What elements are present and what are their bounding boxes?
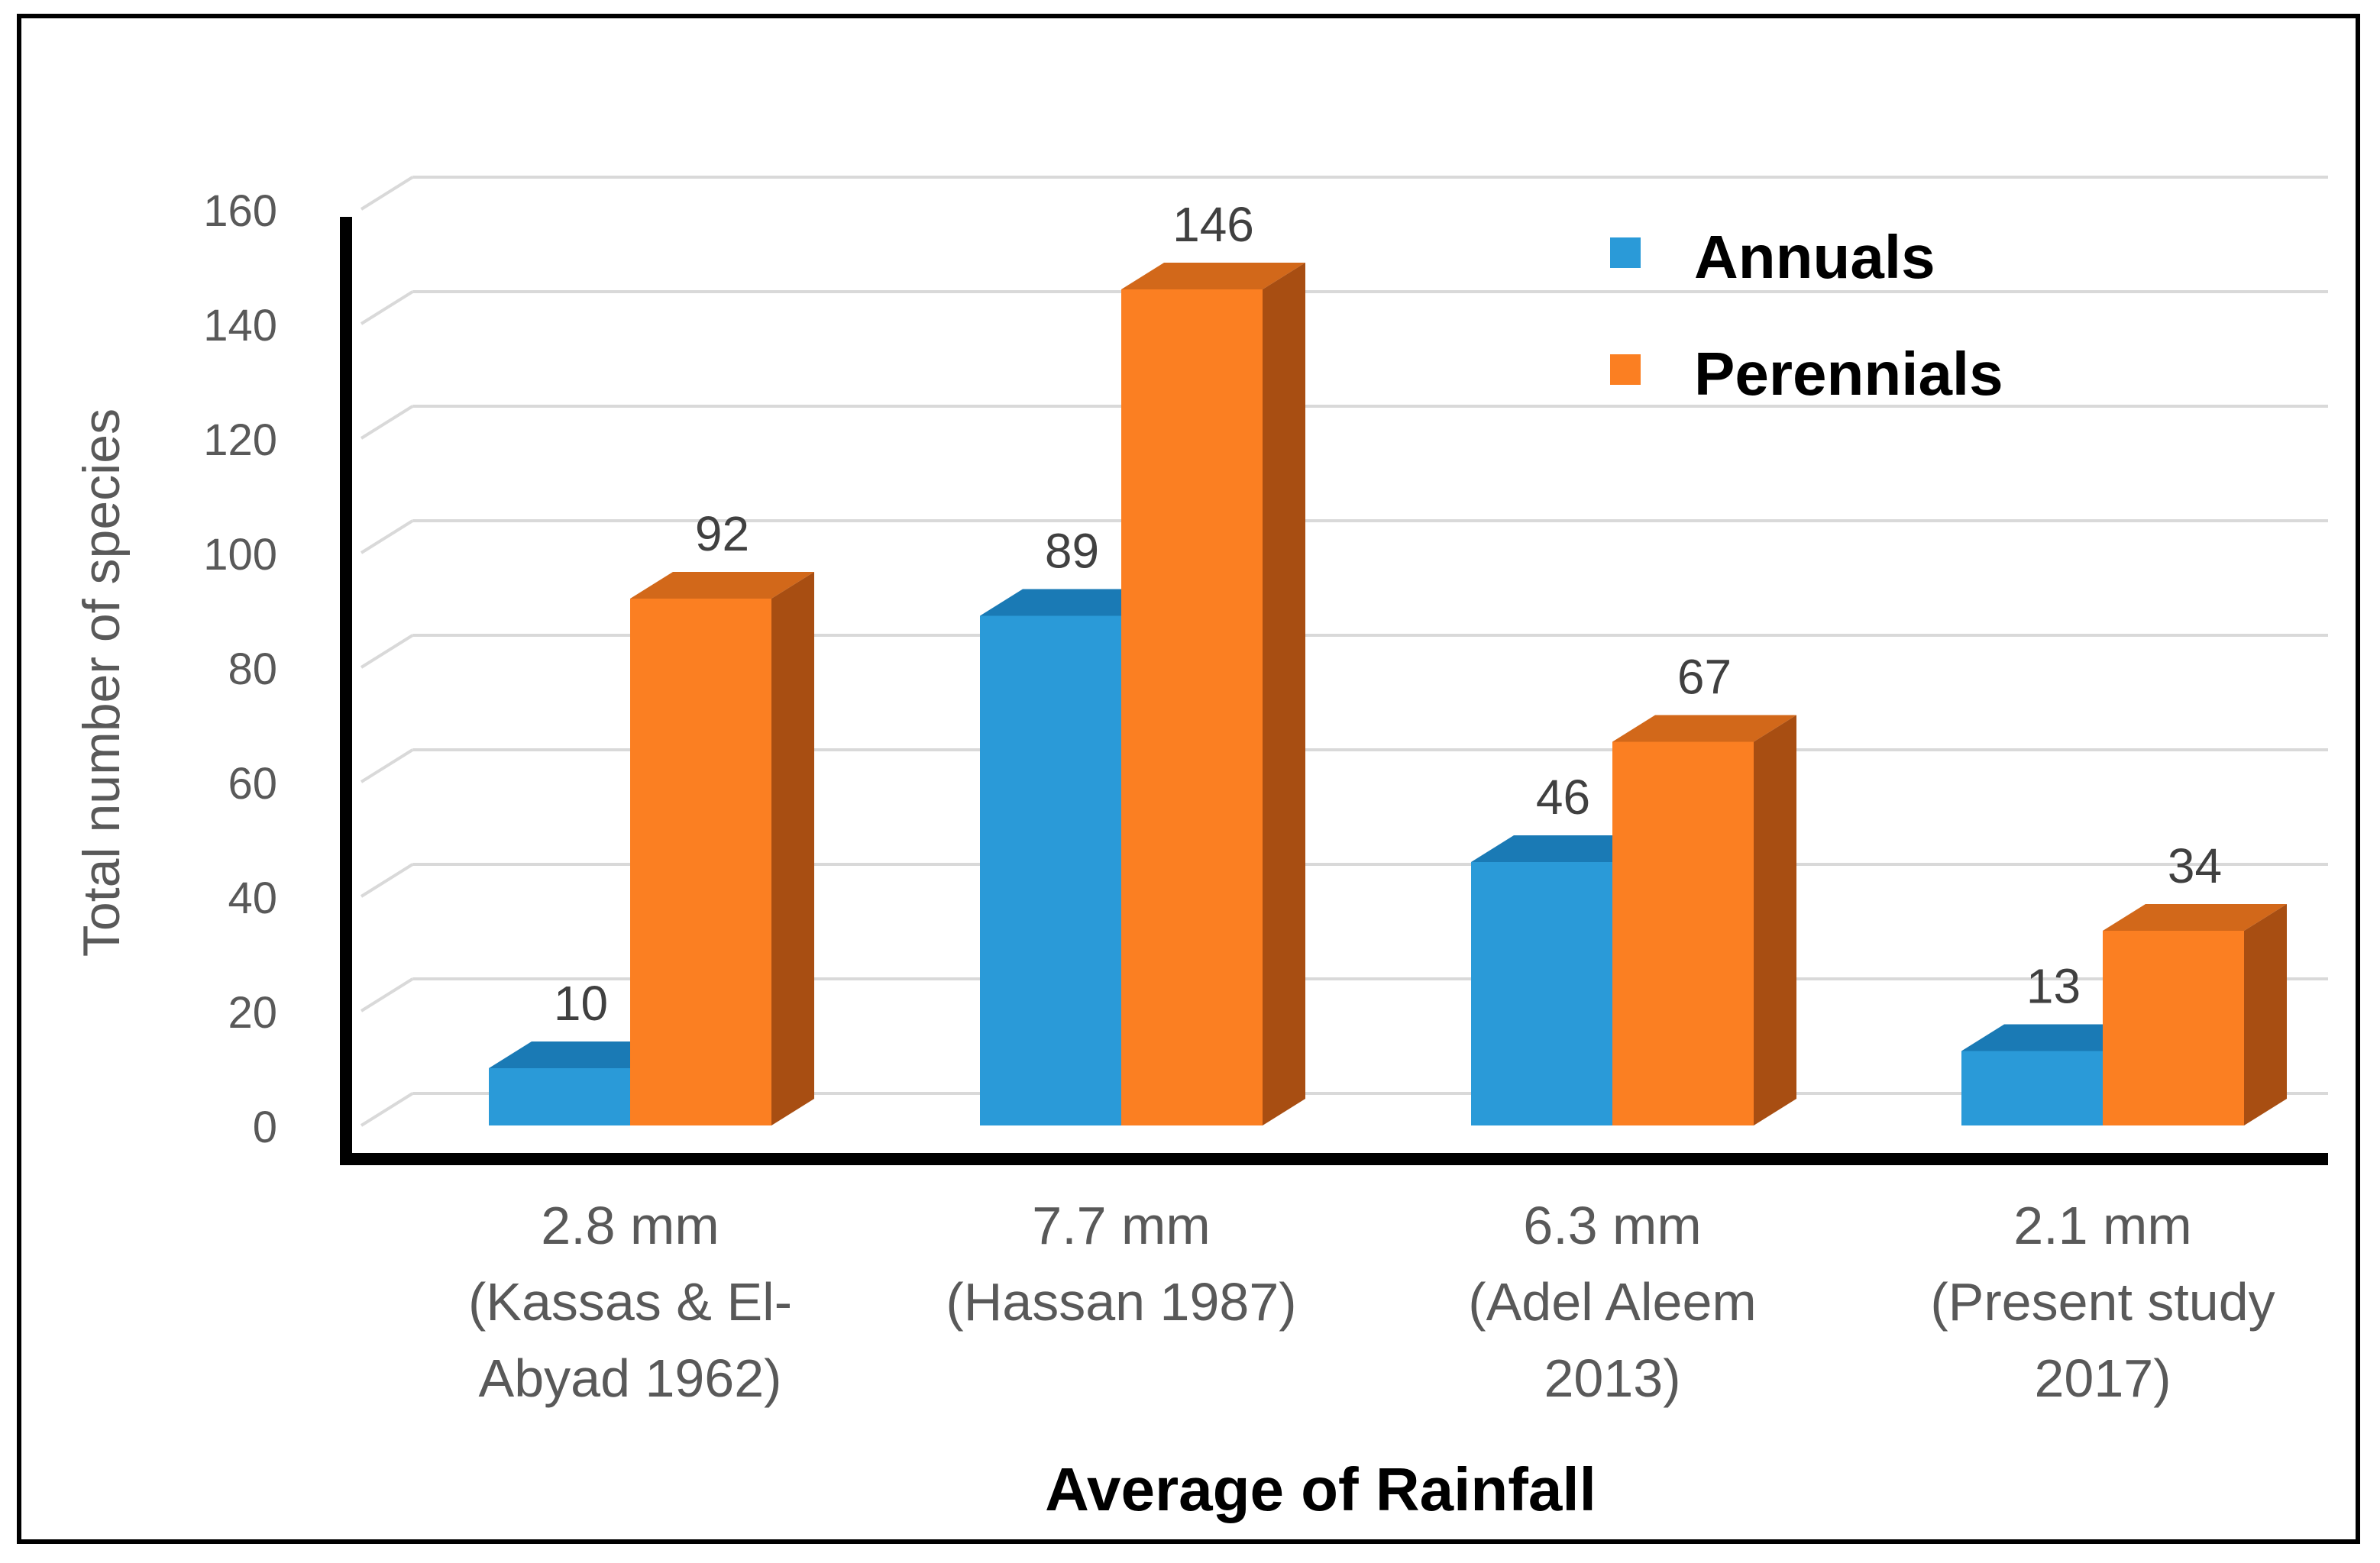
bar-top-perennials-0 xyxy=(630,572,814,599)
y-tick-label: 140 xyxy=(203,301,277,350)
chart-frame: 0 20 40 60 80 100 120 140 160 10 92 89 146 46 67 13 34 … xyxy=(17,14,2360,1544)
data-label-perennials-1: 146 xyxy=(1172,197,1254,252)
category-label-line: (Hassan 1987) xyxy=(946,1272,1296,1332)
bar-top-perennials-3 xyxy=(2103,904,2287,931)
gridline-slant xyxy=(360,176,414,211)
category-label-line: (Kassas & El- xyxy=(468,1272,792,1332)
category-label-line: 2.1 mm xyxy=(2013,1196,2191,1255)
legend-label-perennials: Perennials xyxy=(1694,340,2003,408)
category-label-line: 2017) xyxy=(2034,1348,2171,1408)
gridline-slant xyxy=(360,1092,414,1127)
category-label-2: 6.3 mm (Adel Aleem 2013) xyxy=(1468,1196,1756,1408)
data-label-annuals-3: 13 xyxy=(2026,959,2081,1014)
category-label-3: 2.1 mm (Present study 2017) xyxy=(1930,1196,2275,1408)
y-tick-label: 20 xyxy=(228,988,277,1038)
bar-side-perennials-1 xyxy=(1263,263,1305,1125)
category-label-1: 7.7 mm (Hassan 1987) xyxy=(946,1196,1296,1332)
legend-swatch-annuals xyxy=(1610,237,1641,268)
bar-perennials-0 xyxy=(630,599,771,1125)
bar-annuals-1 xyxy=(980,615,1121,1125)
data-label-perennials-0: 92 xyxy=(695,506,749,561)
bars xyxy=(489,263,2287,1125)
bar-top-annuals-2 xyxy=(1471,835,1655,862)
bar-top-perennials-1 xyxy=(1121,263,1305,289)
legend-swatch-perennials xyxy=(1610,354,1641,385)
data-label-perennials-3: 34 xyxy=(2168,838,2222,893)
y-tick-label: 100 xyxy=(203,530,277,580)
bar-perennials-2 xyxy=(1612,741,1754,1125)
bar-top-annuals-1 xyxy=(980,589,1164,616)
bar-top-perennials-2 xyxy=(1612,715,1796,742)
y-tick-label: 160 xyxy=(203,186,277,236)
bar-top-annuals-0 xyxy=(489,1041,673,1068)
data-label-perennials-2: 67 xyxy=(1677,650,1732,705)
category-label-line: 2.8 mm xyxy=(541,1196,719,1255)
gridline-slant xyxy=(360,748,414,783)
x-axis-title: Average of Rainfall xyxy=(1045,1455,1596,1523)
bar-annuals-3 xyxy=(1961,1051,2103,1125)
category-label-line: (Adel Aleem xyxy=(1468,1272,1756,1332)
bar-perennials-3 xyxy=(2103,931,2244,1125)
axes xyxy=(340,217,2328,1165)
category-label-line: 7.7 mm xyxy=(1032,1196,1210,1255)
bar-side-perennials-0 xyxy=(771,572,814,1125)
data-label-annuals-1: 89 xyxy=(1045,524,1099,579)
bar-perennials-1 xyxy=(1121,289,1263,1125)
y-tick-label: 40 xyxy=(228,874,277,923)
legend: Annuals Perennials xyxy=(1610,223,2003,408)
y-tick-label: 60 xyxy=(228,759,277,809)
y-tick-label: 120 xyxy=(203,415,277,465)
y-axis-title: Total number of species xyxy=(73,409,131,957)
gridline-slant xyxy=(360,863,414,898)
gridline-slant xyxy=(360,634,414,669)
y-tick-label: 80 xyxy=(228,644,277,694)
category-labels: 2.8 mm (Kassas & El- Abyad 1962) 7.7 mm (Has… xyxy=(468,1196,2275,1408)
bar-annuals-2 xyxy=(1471,862,1612,1125)
gridline-slant xyxy=(360,290,414,325)
bar-side-perennials-2 xyxy=(1754,715,1796,1125)
category-label-0: 2.8 mm (Kassas & El- Abyad 1962) xyxy=(468,1196,792,1408)
category-label-line: Abyad 1962) xyxy=(479,1348,782,1408)
category-label-line: 6.3 mm xyxy=(1523,1196,1701,1255)
gridline-slant xyxy=(360,405,414,440)
category-label-line: 2013) xyxy=(1544,1348,1680,1408)
bar-side-perennials-3 xyxy=(2244,904,2287,1125)
data-labels: 10 92 89 146 46 67 13 34 xyxy=(554,197,2222,1031)
data-label-annuals-2: 46 xyxy=(1536,770,1590,825)
y-tick-label: 0 xyxy=(253,1103,277,1152)
category-label-line: (Present study xyxy=(1930,1272,2275,1332)
gridline-slant xyxy=(360,977,414,1012)
bar-top-annuals-3 xyxy=(1961,1024,2146,1051)
gridline-slant xyxy=(360,519,414,554)
bar-annuals-0 xyxy=(489,1068,630,1125)
legend-label-annuals: Annuals xyxy=(1694,223,1935,291)
data-label-annuals-0: 10 xyxy=(554,976,608,1031)
y-tick-labels: 0 20 40 60 80 100 120 140 160 xyxy=(203,186,277,1152)
